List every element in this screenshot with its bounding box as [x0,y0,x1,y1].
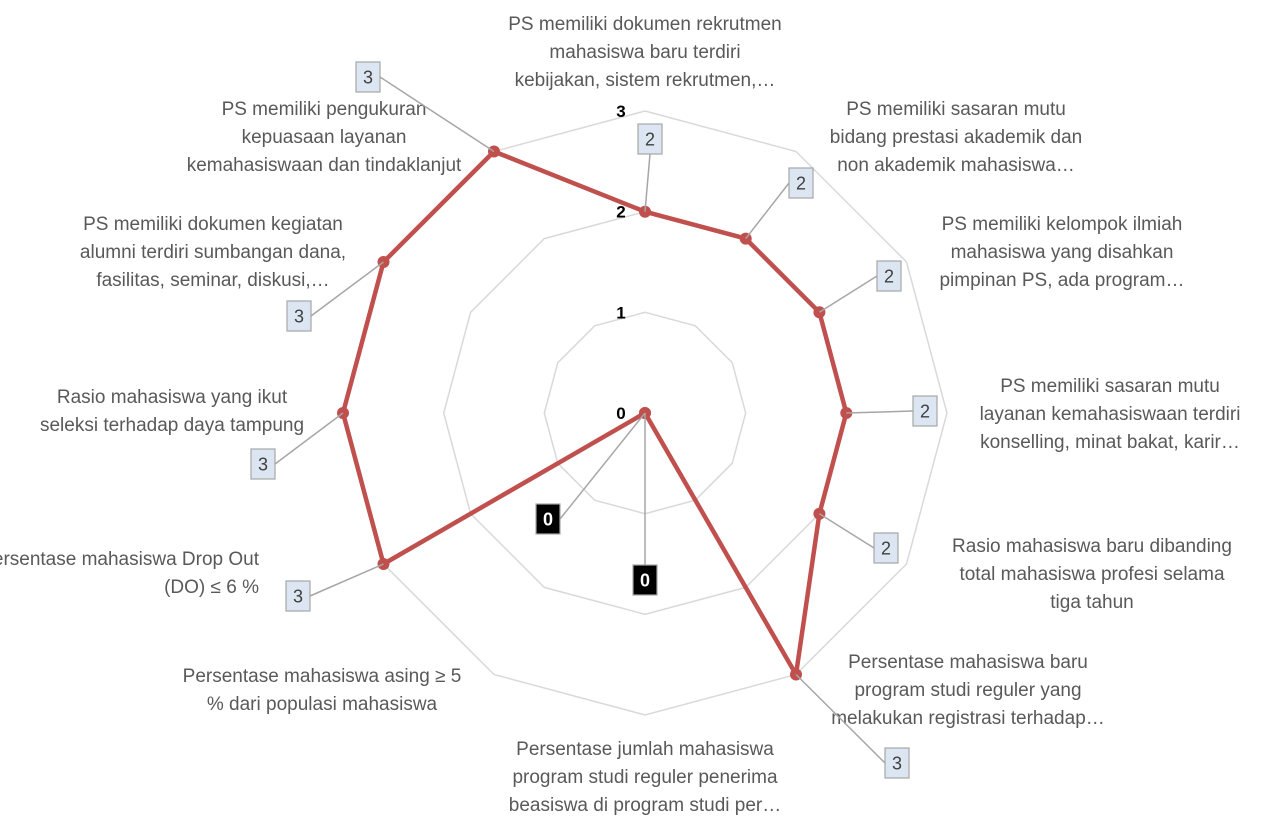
leader-line-8 [559,412,646,520]
data-label-box-2 [788,167,814,199]
data-label-5: 2 [819,513,899,564]
data-label-box-9 [285,580,311,612]
category-label-9: Persentase mahasiswa Drop Out (DO) ≤ 6 % [0,549,260,598]
category-labels: PS memiliki dokumen rekrutmen mahasiswa b… [0,14,1240,816]
radial-tick-labels: 0 1 2 3 [616,102,625,423]
data-label-box-12 [355,61,381,93]
data-label-box-10 [250,448,276,480]
data-label-11: 3 [286,261,384,332]
leader-line-2 [745,182,790,240]
data-label-box-1 [637,123,663,155]
data-label-9: 3 [285,563,384,612]
data-label-text-3: 2 [884,267,894,287]
tick-label-2: 2 [616,203,625,222]
data-label-1: 2 [637,123,663,212]
category-label-4: PS memiliki sasaran mutu layanan kemahasi… [980,376,1241,453]
leader-line-9 [309,563,384,597]
data-label-text-6: 3 [892,754,902,774]
data-label-box-8 [535,503,561,535]
tick-label-3: 3 [616,102,625,121]
leader-line-10 [274,412,344,465]
tick-label-0: 0 [616,404,625,423]
data-label-text-11: 3 [294,307,304,327]
data-label-text-8: 0 [543,510,553,530]
data-label-text-10: 3 [258,455,268,475]
leader-line-4 [846,410,914,414]
category-label-7: Persentase jumlah mahasiswa program studi… [509,739,781,816]
data-label-2: 2 [745,167,814,240]
data-label-box-11 [286,300,312,332]
series-line [340,149,849,677]
leader-line-5 [819,513,875,549]
category-label-6: Persentase mahasiswa baru program studi r… [831,652,1105,729]
data-label-8: 0 [535,412,646,535]
category-label-5: Rasio mahasiswa baru dibanding total maha… [952,536,1232,613]
data-label-4: 2 [846,395,938,427]
leader-line-11 [310,261,384,317]
category-label-1: PS memiliki dokumen rekrutmen mahasiswa b… [508,14,781,91]
data-labels: 2 2 2 2 2 3 0 0 3 3 3 3 [250,61,938,779]
data-label-box-4 [912,395,938,427]
category-label-3: PS memiliki kelompok ilmiah mahasiswa yan… [939,214,1184,291]
category-label-8: Persentase mahasiswa asing ≥ 5% dari pop… [183,666,462,715]
data-label-box-6 [884,747,910,779]
data-label-12: 3 [355,61,495,153]
data-label-text-1: 2 [645,130,655,150]
leader-line-1 [644,153,651,212]
category-label-2: PS memiliki sasaran mutu bidang prestasi … [830,99,1082,176]
leader-line-6 [795,673,886,764]
category-label-11: PS memiliki dokumen kegiatan alumni terdi… [80,214,346,291]
data-label-text-9: 3 [293,587,303,607]
data-label-box-7 [632,564,658,596]
data-label-text-12: 3 [363,68,373,88]
leader-line-12 [379,76,495,153]
data-label-box-5 [873,532,899,564]
data-label-text-2: 2 [796,174,806,194]
data-label-3: 2 [819,260,902,313]
category-label-12: PS memiliki pengukuran kepuasaan layanan k… [187,99,462,176]
leader-line-3 [819,275,878,313]
data-label-6: 3 [795,673,910,779]
data-label-text-7: 0 [640,571,650,591]
tick-label-1: 1 [616,303,625,322]
category-label-10: Rasio mahasiswa yang ikut seleksi terhada… [40,387,304,436]
data-label-10: 3 [250,412,344,480]
data-label-text-4: 2 [920,402,930,422]
data-label-7: 0 [632,413,658,596]
data-label-text-5: 2 [881,539,891,559]
data-label-box-3 [876,260,902,292]
